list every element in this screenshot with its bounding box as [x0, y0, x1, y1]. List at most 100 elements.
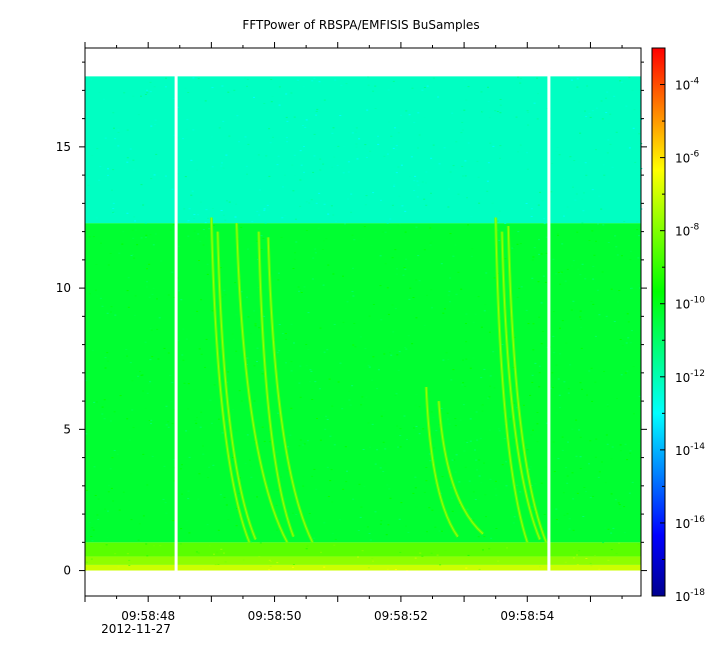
heatmap-speckle: [313, 155, 316, 157]
heatmap-speckle: [185, 430, 188, 432]
heatmap-speckle: [171, 240, 174, 242]
heatmap-speckle: [592, 278, 595, 280]
heatmap-speckle: [134, 295, 137, 297]
heatmap-speckle: [616, 398, 618, 399]
data-gap: [174, 48, 178, 596]
heatmap-speckle: [206, 524, 209, 526]
heatmap-speckle: [543, 223, 546, 225]
heatmap-speckle: [448, 423, 451, 425]
heatmap-speckle: [381, 231, 384, 233]
heatmap-speckle: [145, 234, 148, 236]
heatmap-speckle: [629, 450, 632, 452]
heatmap-speckle: [537, 204, 540, 206]
heatmap-speckle: [144, 407, 147, 409]
heatmap-speckle: [364, 361, 367, 363]
chorus-element-core: [507, 225, 547, 543]
heatmap-speckle: [109, 253, 112, 254]
heatmap-speckle: [413, 122, 416, 123]
heatmap-speckle: [589, 497, 592, 499]
heatmap-speckle: [261, 373, 264, 375]
heatmap-speckle: [576, 231, 579, 233]
heatmap-speckle: [318, 81, 321, 83]
heatmap-speckle: [558, 375, 561, 377]
heatmap-speckle: [463, 79, 466, 80]
heatmap-speckle: [128, 559, 131, 561]
heatmap-speckle: [343, 146, 346, 148]
heatmap-speckle: [200, 299, 203, 301]
heatmap-speckle: [559, 407, 561, 409]
heatmap-speckle: [341, 408, 344, 410]
heatmap-speckle: [102, 98, 105, 100]
heatmap-speckle: [86, 349, 89, 351]
heatmap-speckle: [320, 551, 322, 553]
heatmap-speckle: [363, 485, 366, 487]
heatmap-speckle: [395, 393, 398, 395]
heatmap-speckle: [197, 498, 200, 500]
heatmap-speckle: [598, 195, 601, 197]
data-gaps: [85, 48, 641, 596]
heatmap-speckle: [376, 449, 379, 451]
heatmap-speckle: [199, 240, 202, 242]
heatmap-speckle: [618, 542, 621, 544]
heatmap-speckle: [282, 482, 285, 483]
heatmap-speckle: [180, 299, 183, 301]
heatmap-speckle: [88, 293, 91, 295]
heatmap-speckle: [355, 146, 358, 148]
heatmap-speckle: [144, 222, 147, 224]
heatmap-speckle: [467, 224, 469, 226]
heatmap-speckle: [106, 537, 109, 538]
heatmap-speckle: [91, 540, 94, 542]
heatmap-speckle: [250, 541, 253, 543]
heatmap-speckle: [537, 281, 540, 283]
chorus-element-core: [236, 223, 288, 543]
heatmap-speckle: [272, 311, 275, 313]
heatmap-speckle: [572, 186, 574, 188]
heatmap-speckle: [405, 525, 407, 527]
heatmap-speckle: [413, 180, 416, 182]
heatmap-speckle: [499, 112, 502, 114]
heatmap-speckle: [325, 200, 328, 202]
heatmap-speckle: [186, 340, 189, 342]
heatmap-speckle: [350, 193, 353, 195]
heatmap-speckle: [301, 125, 304, 126]
heatmap-speckle: [559, 272, 562, 274]
heatmap-speckle: [278, 324, 281, 325]
heatmap-speckle: [536, 118, 539, 120]
heatmap-speckle: [339, 362, 342, 364]
heatmap-speckle: [365, 195, 368, 197]
heatmap-speckle: [405, 348, 408, 350]
heatmap-speckle: [172, 224, 175, 226]
heatmap-speckle: [428, 391, 431, 393]
heatmap-speckle: [626, 459, 629, 461]
heatmap-speckle: [479, 437, 482, 439]
heatmap-speckle: [106, 360, 109, 362]
heatmap-speckle: [579, 319, 582, 320]
heatmap-speckle: [466, 508, 469, 510]
heatmap-speckle: [496, 111, 499, 112]
heatmap-speckle: [431, 509, 434, 511]
heatmap-speckle: [371, 379, 374, 381]
heatmap-speckle: [210, 422, 213, 424]
heatmap-speckle: [278, 350, 281, 352]
heatmap-speckle: [443, 147, 446, 149]
heatmap-speckle: [106, 312, 109, 314]
heatmap-speckle: [462, 382, 465, 384]
heatmap-speckle: [181, 354, 184, 356]
heatmap-speckle: [614, 235, 617, 237]
heatmap-speckle: [498, 430, 501, 432]
plot-frame: [84, 47, 642, 597]
heatmap-speckle: [413, 190, 416, 191]
heatmap-speckle: [107, 491, 110, 493]
heatmap-speckle: [605, 315, 608, 317]
heatmap-speckle: [99, 297, 102, 299]
heatmap-speckle: [636, 229, 639, 231]
heatmap-speckle: [530, 216, 533, 217]
heatmap-speckle: [249, 333, 252, 335]
heatmap-speckle: [477, 296, 480, 298]
heatmap-speckle: [600, 208, 603, 210]
heatmap-speckle: [483, 462, 486, 464]
heatmap-speckle: [464, 160, 467, 162]
heatmap-speckle: [395, 273, 398, 275]
heatmap-speckle: [240, 166, 242, 168]
heatmap-speckle: [298, 445, 301, 447]
